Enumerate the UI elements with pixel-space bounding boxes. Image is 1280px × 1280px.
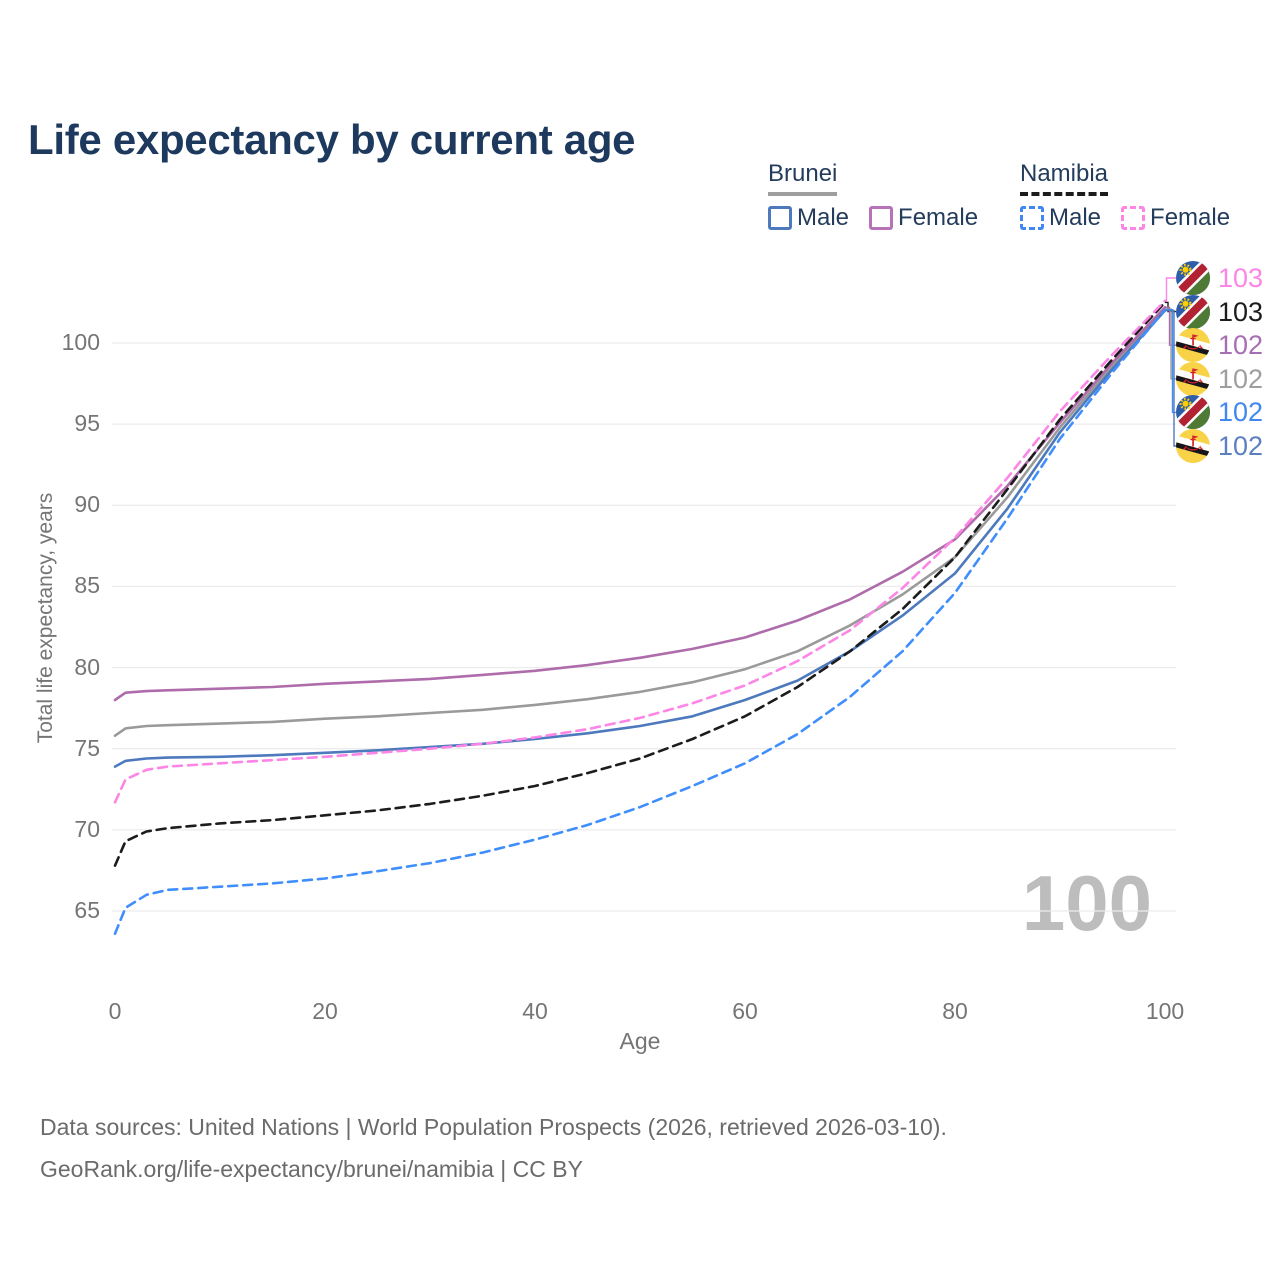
leader-line-namibia_female bbox=[1165, 277, 1176, 302]
end-label-brunei_male: 102 bbox=[1176, 429, 1263, 463]
y-tick-label: 65 bbox=[74, 897, 100, 923]
legend-label-brunei-male[interactable]: Male bbox=[797, 204, 850, 231]
legend-swatch-namibia-male[interactable] bbox=[1020, 206, 1044, 230]
legend-label-brunei-female[interactable]: Female bbox=[898, 204, 979, 231]
x-tick-label: 100 bbox=[1145, 998, 1185, 1024]
legend-country-brunei[interactable]: Brunei bbox=[768, 160, 838, 196]
legend-label-namibia-female[interactable]: Female bbox=[1150, 204, 1231, 231]
brunei-flag-icon bbox=[1176, 429, 1210, 463]
end-value: 103 bbox=[1218, 263, 1264, 293]
namibia-flag-icon bbox=[1176, 261, 1210, 295]
footer-attribution: GeoRank.org/life-expectancy/brunei/namib… bbox=[40, 1156, 583, 1182]
legend-group-brunei: Brunei Male Female bbox=[768, 160, 998, 232]
x-tick-label: 60 bbox=[732, 998, 758, 1024]
series-line-namibia_male bbox=[113, 308, 1167, 935]
end-value: 103 bbox=[1218, 296, 1264, 327]
end-value: 102 bbox=[1218, 363, 1264, 394]
brunei-flag-icon bbox=[1176, 361, 1210, 396]
namibia-flag-icon bbox=[1176, 395, 1210, 430]
series-line-brunei_female bbox=[113, 306, 1167, 702]
page-title: Life expectancy by current age bbox=[28, 116, 636, 164]
end-label-brunei_female: 102 bbox=[1176, 328, 1264, 363]
leader-line-brunei_male bbox=[1165, 309, 1176, 447]
end-label-brunei_total: 102 bbox=[1176, 361, 1264, 396]
legend-swatch-brunei-male[interactable] bbox=[768, 206, 792, 230]
x-tick-label: 40 bbox=[522, 998, 548, 1024]
namibia-flag-icon bbox=[1176, 294, 1210, 329]
legend-label-namibia-male[interactable]: Male bbox=[1049, 204, 1102, 231]
x-tick-label: 0 bbox=[108, 998, 122, 1024]
y-tick-label: 100 bbox=[61, 328, 100, 355]
x-tick-label: 80 bbox=[942, 998, 968, 1024]
legend-swatch-brunei-female[interactable] bbox=[869, 206, 894, 230]
end-label-namibia_total: 103 bbox=[1176, 294, 1264, 329]
namibia-flag-icon bbox=[1176, 294, 1210, 329]
y-tick-label: 80 bbox=[74, 653, 100, 680]
brunei-flag-icon bbox=[1176, 429, 1210, 463]
y-tick-label: 90 bbox=[74, 491, 100, 518]
x-axis-title: Age bbox=[619, 1028, 661, 1054]
y-tick-label: 85 bbox=[74, 572, 100, 599]
brunei-flag-icon bbox=[1176, 328, 1210, 363]
namibia-flag-icon bbox=[1176, 395, 1210, 430]
brunei-flag-icon bbox=[1176, 361, 1210, 396]
end-label-namibia_male: 102 bbox=[1176, 395, 1264, 430]
end-label-namibia_female: 103 bbox=[1176, 261, 1263, 295]
legend-country-namibia[interactable]: Namibia bbox=[1020, 160, 1109, 196]
series-line-brunei_total bbox=[113, 307, 1167, 737]
end-value: 102 bbox=[1218, 330, 1264, 361]
end-value: 102 bbox=[1218, 397, 1264, 428]
y-tick-label: 75 bbox=[74, 734, 100, 761]
hover-age-watermark: 100 bbox=[1021, 859, 1152, 947]
y-tick-label: 70 bbox=[74, 815, 100, 842]
legend-group-namibia: Namibia Male Female bbox=[1020, 160, 1250, 232]
y-tick-label: 95 bbox=[74, 410, 100, 437]
brunei-flag-icon bbox=[1176, 328, 1210, 363]
footer-data-sources: Data sources: United Nations | World Pop… bbox=[40, 1114, 947, 1140]
series-line-namibia_total bbox=[113, 301, 1167, 867]
x-tick-label: 20 bbox=[312, 998, 338, 1024]
namibia-flag-icon bbox=[1176, 261, 1210, 295]
end-value: 102 bbox=[1218, 431, 1264, 461]
legend-swatch-namibia-female[interactable] bbox=[1121, 206, 1146, 230]
series-line-namibia_female bbox=[113, 299, 1167, 804]
series-line-brunei_male bbox=[113, 309, 1167, 768]
footer: Data sources: United Nations | World Pop… bbox=[40, 1106, 947, 1190]
